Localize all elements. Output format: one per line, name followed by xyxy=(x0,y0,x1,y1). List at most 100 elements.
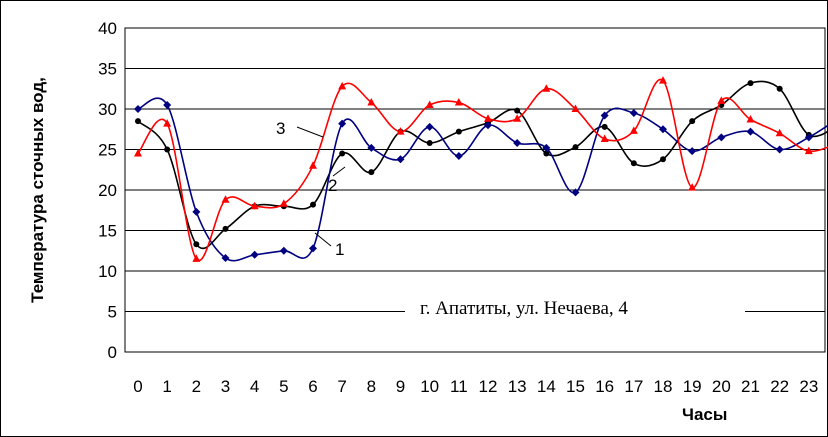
series-3-marker xyxy=(629,126,638,134)
series-2-marker xyxy=(630,160,637,167)
series-3-marker xyxy=(454,98,463,106)
series-3-marker xyxy=(192,254,201,262)
series-3-marker xyxy=(542,84,551,92)
y-tick-label: 40 xyxy=(98,19,117,38)
series-2-marker xyxy=(164,146,171,153)
series-1-marker xyxy=(746,127,755,136)
series-1-marker xyxy=(338,119,347,128)
x-tick-label: 4 xyxy=(250,377,259,396)
x-tick-label: 19 xyxy=(683,377,702,396)
x-tick-label: 23 xyxy=(799,377,818,396)
series-3-marker xyxy=(134,149,142,157)
series-2-marker xyxy=(310,201,316,208)
x-tick-label: 18 xyxy=(654,377,673,396)
series-2-marker xyxy=(222,225,229,232)
series-3-marker xyxy=(600,134,609,142)
x-tick-label: 6 xyxy=(308,377,317,396)
series-1-marker xyxy=(134,105,142,113)
series-1-marker xyxy=(775,145,784,154)
series-group xyxy=(134,76,828,263)
series-1-marker xyxy=(484,121,492,130)
series-1-marker xyxy=(367,143,376,152)
x-tick-label: 9 xyxy=(396,377,405,396)
x-tick-label: 17 xyxy=(624,377,643,396)
series-2-marker xyxy=(543,150,550,157)
annotation-group: г. Апатиты, ул. Нечаева, 4 xyxy=(405,292,745,322)
x-tick-label: 12 xyxy=(479,377,498,396)
series-1-marker xyxy=(192,207,201,216)
series-2-marker xyxy=(776,85,783,92)
x-tick-label: 5 xyxy=(279,377,288,396)
plot-area-border xyxy=(124,27,826,353)
series-3 xyxy=(134,76,828,262)
x-tick-label: 21 xyxy=(741,377,760,396)
x-tick-label: 16 xyxy=(595,377,614,396)
series-1-marker xyxy=(629,109,638,118)
series-1-marker xyxy=(542,143,551,152)
series-1-marker xyxy=(717,133,726,142)
series-3-marker xyxy=(338,81,347,90)
series-3-marker xyxy=(221,195,230,203)
series-3-marker xyxy=(396,127,405,135)
series-3-marker xyxy=(513,114,522,122)
series-2-marker xyxy=(514,107,521,114)
x-tick-label: 20 xyxy=(712,377,731,396)
x-tick-label: 22 xyxy=(770,377,789,396)
y-axis-title: Температура сточных вод, xyxy=(28,77,47,303)
series-1-marker xyxy=(659,125,667,134)
series-3-marker xyxy=(163,119,172,127)
y-tick-label: 5 xyxy=(108,303,117,322)
series-2-marker xyxy=(689,118,696,125)
x-tick-labels: 0123456789101112131415161718192021222324 xyxy=(133,377,818,396)
series-2-marker xyxy=(660,156,666,163)
series-3-marker xyxy=(804,146,813,155)
y-tick-label: 35 xyxy=(98,60,117,79)
series-1-marker xyxy=(804,133,813,142)
y-tick-labels: 0 5 10 15 20 25 30 35 40 xyxy=(98,19,117,362)
series-1-marker xyxy=(454,151,463,160)
y-tick-label: 0 xyxy=(108,343,117,362)
series-2-marker xyxy=(368,169,375,176)
series-1-marker xyxy=(688,147,697,156)
series-3-leader-line xyxy=(296,126,324,138)
y-tick-label: 15 xyxy=(98,222,117,241)
y-tick-label: 20 xyxy=(98,181,117,200)
series-2-marker xyxy=(135,118,141,125)
series-3-marker xyxy=(571,104,580,112)
series-3-marker xyxy=(250,201,259,210)
x-tick-label: 3 xyxy=(221,377,230,396)
y-tick-label: 25 xyxy=(98,141,117,160)
series-3-line xyxy=(137,78,828,262)
series-1-marker xyxy=(425,122,434,131)
series-1-label: 1 xyxy=(335,240,344,259)
series-2-line xyxy=(137,80,828,250)
series-labels: 1 2 3 xyxy=(276,119,346,259)
series-3-marker xyxy=(775,128,784,137)
series-2-marker xyxy=(339,150,346,157)
series-1-marker xyxy=(309,244,317,253)
series-1-marker xyxy=(571,188,580,197)
series-2-marker xyxy=(572,144,579,151)
x-tick-label: 7 xyxy=(337,377,346,396)
series-1-marker xyxy=(163,100,172,109)
series-1-line xyxy=(137,97,828,262)
series-2-marker xyxy=(193,241,200,248)
y-tick-label: 30 xyxy=(98,100,117,119)
series-3-marker xyxy=(484,114,492,122)
series-1-leader-line xyxy=(314,232,332,247)
series-3-marker xyxy=(279,199,288,207)
series-1 xyxy=(134,97,828,263)
series-2-marker xyxy=(426,140,433,147)
annotation-text: г. Апатиты, ул. Нечаева, 4 xyxy=(420,298,628,319)
y-tick-label: 10 xyxy=(98,262,117,281)
series-1-marker xyxy=(279,246,288,255)
series-1-marker xyxy=(513,139,522,148)
series-2-label: 2 xyxy=(328,176,337,195)
series-2-leader-line xyxy=(332,166,346,177)
series-2-marker xyxy=(747,80,754,87)
series-1-marker xyxy=(250,250,259,259)
x-tick-label: 14 xyxy=(537,377,556,396)
x-tick-label: 11 xyxy=(450,377,468,396)
annotation-background xyxy=(405,292,745,322)
